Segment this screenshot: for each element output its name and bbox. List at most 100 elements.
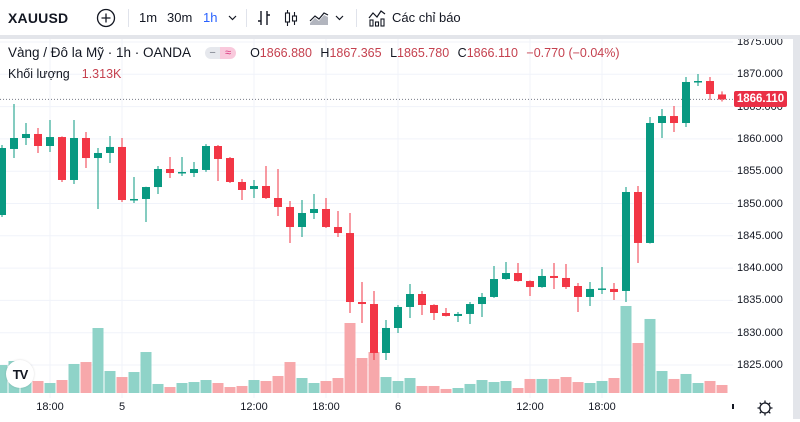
compare-symbol-button[interactable]	[96, 0, 116, 35]
top-toolbar: XAUUSD 1m 30m 1h	[0, 0, 800, 39]
candle-body	[286, 206, 294, 228]
candle-body	[178, 171, 186, 174]
volume-bar	[476, 380, 488, 393]
candle-body	[370, 304, 378, 353]
change-value: −0.770 (−0.04%)	[526, 45, 620, 60]
bars-chart-button[interactable]	[257, 0, 271, 35]
legend-toggle-pill[interactable]: − ≈	[205, 46, 237, 59]
candle-body	[346, 233, 354, 303]
time-tick-label: 18:00	[312, 401, 340, 413]
indicators-icon	[368, 9, 386, 27]
volume-legend: Khối lượng 1.313K	[8, 67, 121, 81]
candle-body	[274, 198, 282, 207]
volume-bar	[68, 363, 80, 393]
volume-bar	[320, 380, 332, 393]
volume-bar	[272, 375, 284, 393]
candle-body	[670, 116, 678, 124]
candle-body	[514, 273, 522, 282]
candle-body	[562, 277, 570, 288]
area-chart-button[interactable]	[309, 0, 329, 35]
candle-body	[130, 198, 138, 201]
candle-body	[418, 294, 426, 305]
volume-bar	[80, 362, 92, 393]
volume-bar	[152, 383, 164, 393]
volume-bar	[644, 318, 656, 393]
interval-1h-button[interactable]: 1h	[203, 10, 218, 25]
chart-settings-button[interactable]	[756, 399, 774, 417]
candle-body	[250, 185, 258, 190]
series-title[interactable]: Vàng / Đô la Mỹ · 1h · OANDA	[8, 45, 192, 60]
volume-bar	[200, 380, 212, 393]
time-axis[interactable]: 18:00 5 12:00 18:00 6 12:00 18:00	[0, 398, 733, 419]
candle-body	[34, 133, 42, 147]
volume-bar	[236, 385, 248, 393]
interval-30m-button[interactable]: 30m	[167, 10, 193, 25]
chevron-down-icon	[228, 15, 237, 20]
candle-body	[394, 306, 402, 328]
candles-chart-button[interactable]	[284, 0, 298, 35]
volume-bar	[404, 378, 416, 393]
candle-body	[202, 146, 210, 170]
candle-body	[490, 279, 498, 297]
volume-bar	[572, 382, 584, 393]
candle-body	[82, 137, 90, 159]
candle-body	[310, 208, 318, 213]
series-legend: Vàng / Đô la Mỹ · 1h · OANDA − ≈ O1866.8…	[8, 45, 625, 60]
candle-body	[334, 227, 342, 234]
candle-body	[466, 304, 474, 314]
volume-bar	[668, 378, 680, 393]
open-label: O	[250, 45, 260, 60]
candle-body	[22, 133, 30, 138]
toolbar-divider	[356, 9, 357, 27]
candle-body	[634, 192, 642, 243]
volume-bar	[308, 383, 320, 393]
volume-bar	[440, 388, 452, 393]
approx-icon[interactable]: ≈	[220, 46, 237, 59]
volume-label[interactable]: Khối lượng	[8, 67, 70, 81]
candle-body	[94, 152, 102, 159]
volume-bar	[488, 382, 500, 393]
volume-bar	[368, 352, 380, 393]
volume-bar	[128, 372, 140, 393]
collapse-icon[interactable]: −	[205, 46, 221, 59]
bars-icon	[258, 10, 270, 25]
ohlc-values: O1866.880 H1867.365 L1865.780 C1866.110 …	[250, 46, 624, 60]
close-value: 1866.110	[466, 45, 518, 60]
indicators-button[interactable]: Các chỉ báo	[368, 0, 461, 35]
low-value: 1865.780	[397, 45, 450, 60]
volume-bar	[680, 373, 692, 393]
volume-bar	[212, 383, 224, 393]
price-axis[interactable]: 1825.000 1830.000 1835.000 1840.000 1845.000…	[733, 39, 793, 398]
volume-bar	[524, 378, 536, 393]
candlestick-chart[interactable]	[0, 39, 733, 398]
volume-bar	[380, 377, 392, 393]
volume-bar	[32, 380, 44, 393]
symbol-search-button[interactable]: XAUUSD	[8, 9, 69, 26]
price-tick-label: 1845.000	[737, 229, 783, 242]
volume-bar	[176, 383, 188, 393]
volume-bar	[536, 378, 548, 393]
interval-1m-button[interactable]: 1m	[139, 10, 158, 25]
price-tick-label: 1840.000	[737, 262, 783, 275]
volume-bar	[548, 378, 560, 393]
candle-body	[382, 327, 390, 353]
candle-body	[70, 137, 78, 180]
chart-type-dropdown-button[interactable]	[335, 0, 344, 35]
candle-body	[442, 312, 450, 316]
candle-body	[214, 146, 222, 159]
interval-dropdown-button[interactable]	[228, 0, 237, 35]
volume-bar	[188, 382, 200, 393]
candle-body	[358, 302, 366, 305]
candle-body	[526, 281, 534, 288]
candle-body	[610, 288, 618, 293]
volume-bar	[392, 380, 404, 393]
volume-bar	[140, 352, 152, 393]
toolbar-divider	[246, 9, 247, 27]
volume-bar	[512, 388, 524, 393]
candle-body	[454, 313, 462, 316]
high-label: H	[320, 45, 330, 60]
tradingview-logo[interactable]: TV	[6, 360, 34, 388]
chart-pane[interactable]: Vàng / Đô la Mỹ · 1h · OANDA − ≈ O1866.8…	[0, 39, 733, 398]
gear-icon	[757, 400, 773, 416]
candle-body	[298, 212, 306, 228]
